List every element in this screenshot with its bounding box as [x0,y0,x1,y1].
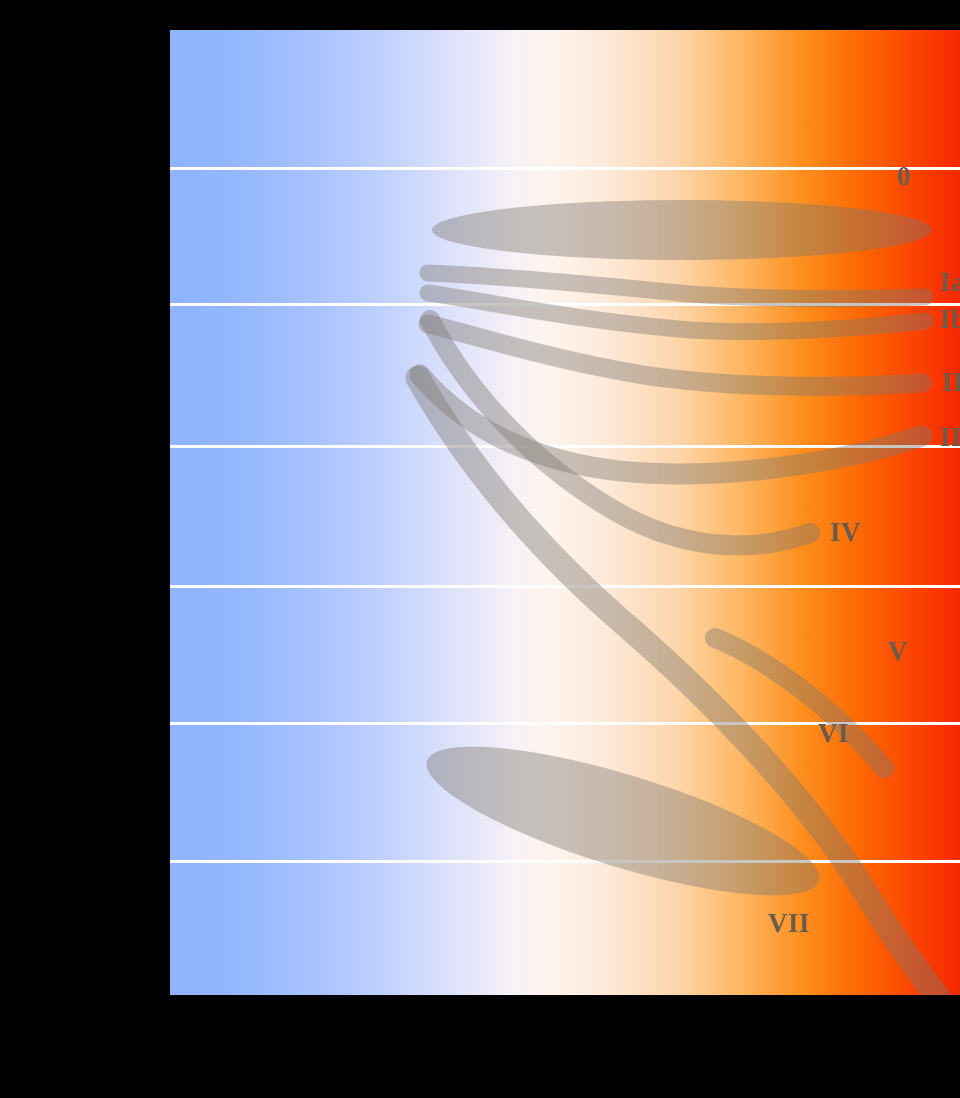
band-VI [705,628,894,778]
class-label-vi: VI [818,718,850,748]
band-III [409,364,933,485]
band-Ia [419,264,934,308]
class-label-ii: II [942,367,960,397]
luminosity-class-bands [405,200,953,995]
class-label-ia: Ia [940,267,960,297]
grid-line-4 [170,585,960,588]
class-label-iii: III [940,422,960,452]
band-Ib [419,284,934,341]
class-label-ib: Ib [940,304,960,334]
band-IV [420,310,820,556]
band-zero-supergiant-ellipse [432,200,932,260]
temperature-gradient-background [170,30,960,995]
band-VII-white-dwarf-ellipse [426,746,820,896]
class-label-vii: VII [768,908,811,938]
class-label-iv: IV [830,517,862,547]
grid-line-6 [170,860,960,863]
class-label-v: V [888,636,908,666]
band-V [405,365,953,995]
plot-area: 0 Ia Ib II III IV V VI VII [170,30,960,995]
class-label-zero: 0 [897,161,911,191]
grid-line-3 [170,445,960,448]
grid-line-1 [170,167,960,170]
grid-line-5 [170,722,960,725]
band-II [418,314,932,396]
grid-line-2 [170,303,960,306]
